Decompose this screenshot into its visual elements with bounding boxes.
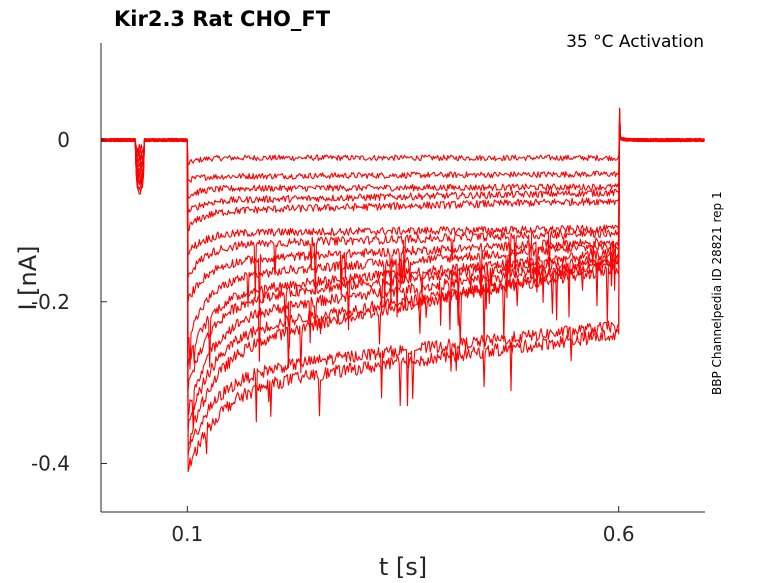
series-trace [100, 109, 705, 183]
x-tick-label: 0.6 [603, 522, 635, 546]
series-trace [100, 118, 705, 316]
series-trace [100, 113, 705, 448]
series-trace [100, 113, 705, 429]
x-axis-label: t [s] [379, 553, 427, 581]
series-trace [100, 113, 705, 255]
y-tick-label: 0 [57, 128, 70, 152]
series-trace [100, 113, 705, 166]
series-trace [100, 113, 705, 299]
axes: 0.1 0.6 0 -0.2 -0.4 [31, 43, 705, 546]
chart-subtitle: 35 °C Activation [566, 32, 704, 52]
y-tick-label: -0.4 [31, 451, 70, 475]
y-tick-label: -0.2 [31, 290, 70, 314]
series-trace [100, 122, 705, 432]
series-trace [100, 107, 705, 456]
y-axis-label: I [nA] [14, 245, 42, 310]
series-trace [100, 114, 705, 392]
series-trace [100, 122, 705, 232]
series-trace [100, 117, 705, 214]
series-trace [100, 114, 705, 370]
plot-area [100, 107, 705, 473]
series-trace [100, 117, 705, 473]
series-trace [100, 119, 705, 368]
x-tick-label: 0.1 [171, 522, 203, 546]
side-label: BBP Channelpedia ID 28821 rep 1 [710, 191, 724, 395]
series-trace [100, 107, 705, 199]
chart-title: Kir2.3 Rat CHO_FT [114, 7, 331, 31]
